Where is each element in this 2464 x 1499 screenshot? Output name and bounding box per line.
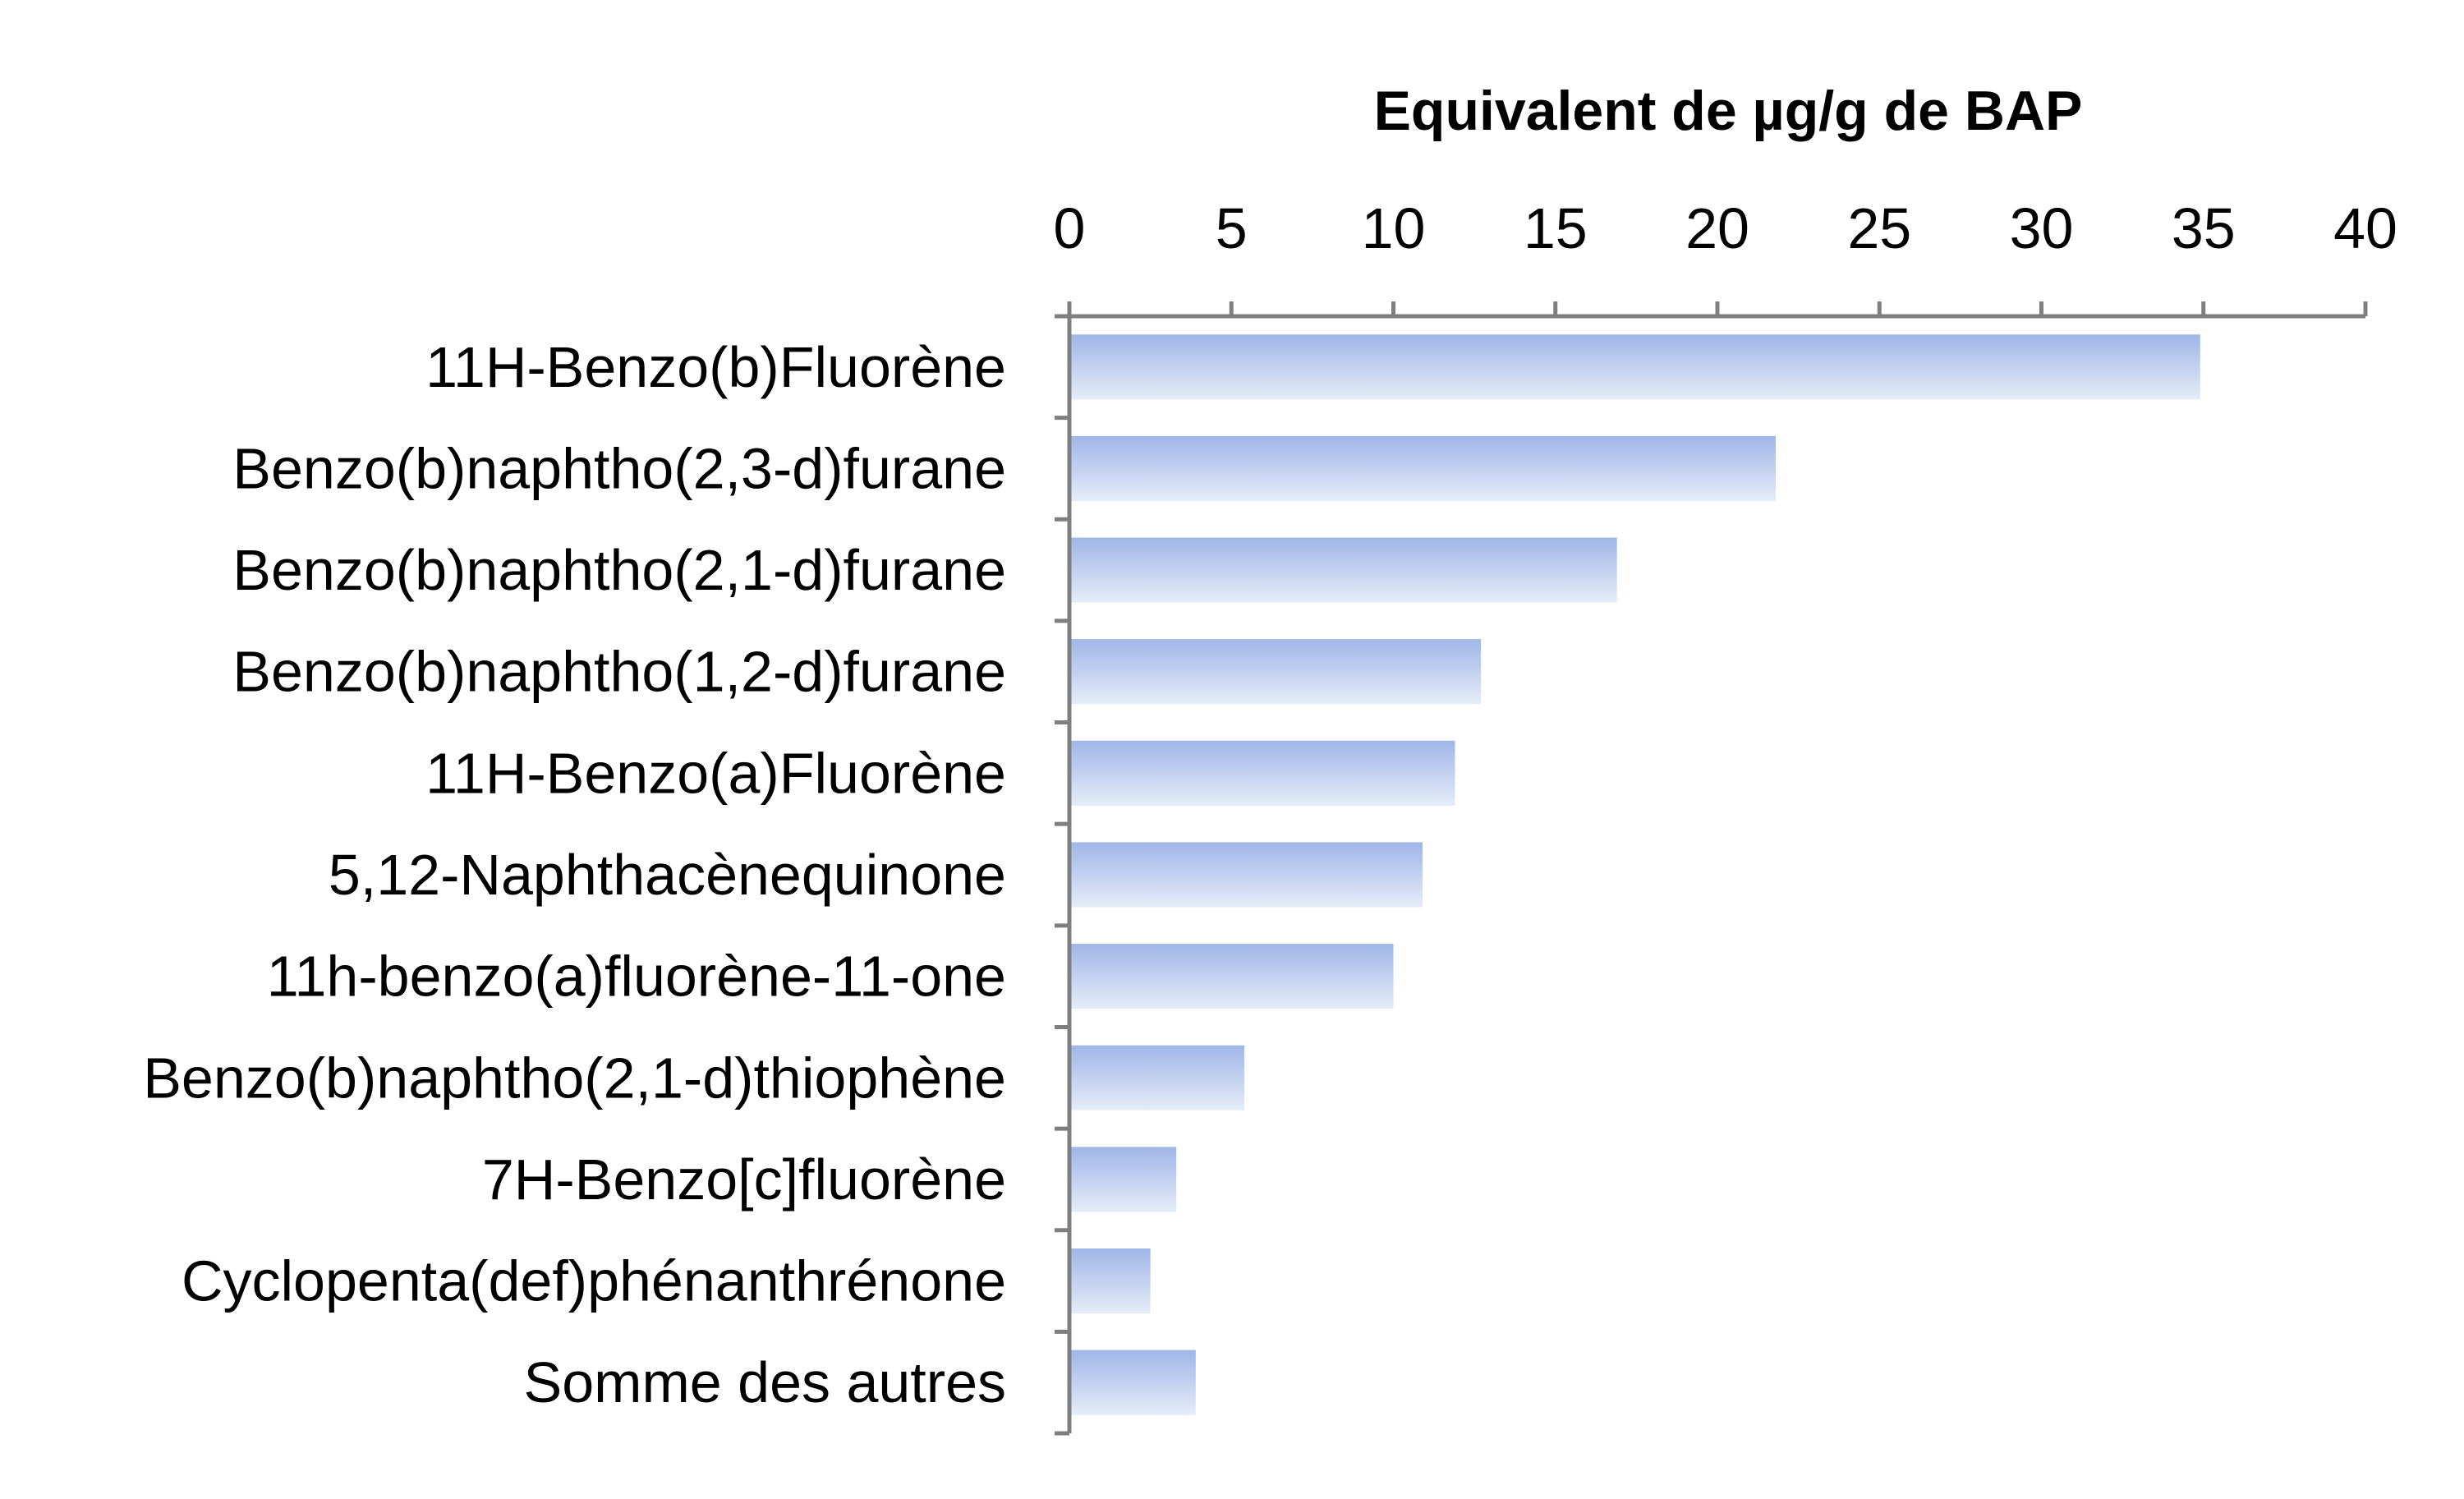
x-axis-ticks: 0 5 10 15 20 25 30 35 40 bbox=[1054, 196, 2397, 316]
category-labels: 11H-Benzo(b)Fluorène Benzo(b)naphtho(2,3-… bbox=[143, 335, 1006, 1414]
bar bbox=[1069, 1045, 1245, 1110]
category-label: Benzo(b)naphtho(1,2-d)furane bbox=[232, 640, 1006, 704]
category-label: 7H-Benzo[c]fluorène bbox=[482, 1147, 1006, 1212]
category-label: 11H-Benzo(a)Fluorène bbox=[425, 741, 1006, 805]
x-tick-label: 0 bbox=[1054, 196, 1086, 260]
bar bbox=[1069, 944, 1394, 1009]
category-label: 11h-benzo(a)fluorène-11-one bbox=[267, 945, 1006, 1009]
x-tick-label: 10 bbox=[1362, 196, 1426, 260]
bar bbox=[1069, 435, 1777, 502]
x-tick-label: 25 bbox=[1847, 196, 1911, 260]
x-tick-label: 30 bbox=[2010, 196, 2074, 260]
x-tick-label: 40 bbox=[2333, 196, 2397, 260]
bar bbox=[1069, 740, 1455, 806]
category-label: Benzo(b)naphtho(2,3-d)furane bbox=[232, 436, 1006, 500]
category-label: Somme des autres bbox=[524, 1350, 1006, 1414]
category-label: 5,12-Naphthacènequinone bbox=[329, 843, 1006, 907]
bars bbox=[1069, 334, 2200, 1415]
x-tick-label: 5 bbox=[1216, 196, 1248, 260]
x-tick-label: 35 bbox=[2172, 196, 2236, 260]
bar bbox=[1069, 334, 2200, 400]
category-label: Benzo(b)naphtho(2,1-d)thiophène bbox=[143, 1046, 1006, 1110]
bar bbox=[1069, 1147, 1177, 1212]
bar bbox=[1069, 842, 1423, 908]
bar bbox=[1069, 1248, 1151, 1314]
bar bbox=[1069, 1350, 1196, 1415]
category-label: Benzo(b)naphtho(2,1-d)furane bbox=[232, 538, 1006, 602]
bar bbox=[1069, 537, 1617, 603]
category-label: Cyclopenta(def)phénanthrénone bbox=[182, 1249, 1006, 1313]
bar bbox=[1069, 639, 1482, 705]
category-label: 11H-Benzo(b)Fluorène bbox=[425, 335, 1006, 399]
x-tick-label: 20 bbox=[1685, 196, 1749, 260]
x-axis-title: Equivalent de µg/g de BAP bbox=[1374, 80, 2083, 142]
x-tick-label: 15 bbox=[1524, 196, 1588, 260]
axes bbox=[1055, 314, 2365, 1436]
